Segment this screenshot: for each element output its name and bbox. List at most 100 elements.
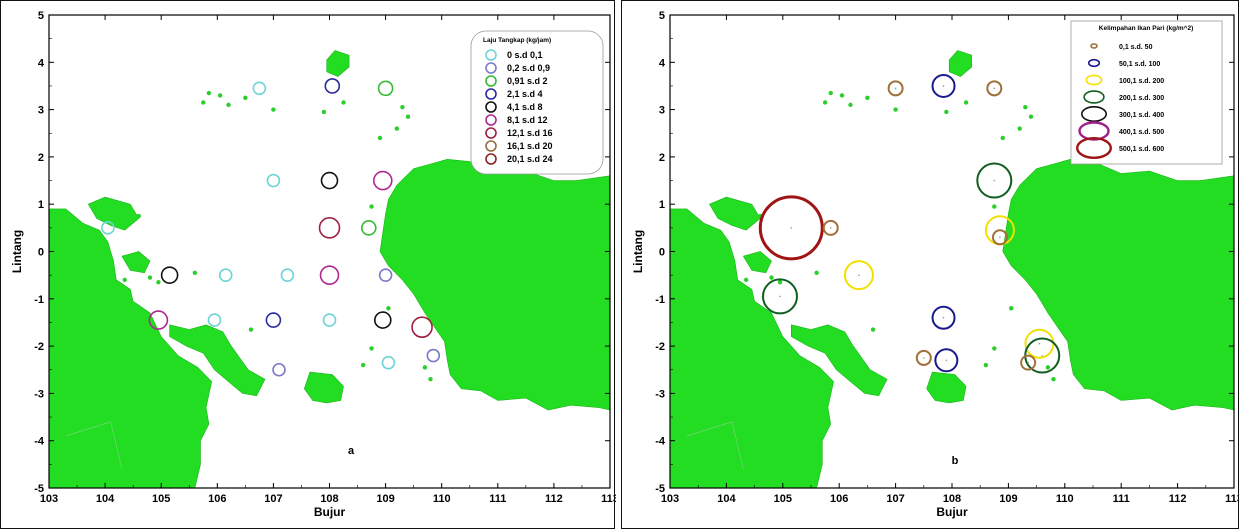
station-marker — [373, 311, 392, 329]
station-center-point — [942, 316, 945, 319]
station-marker — [101, 221, 115, 235]
y-tick-label: 5 — [38, 10, 44, 22]
legend-label: 200,1 s.d. 300 — [1119, 95, 1164, 102]
small-island — [822, 100, 828, 105]
y-tick-label: -5 — [34, 483, 44, 495]
legend-box — [470, 30, 604, 175]
small-island — [1051, 377, 1056, 382]
landmass — [87, 196, 140, 231]
station-marker — [378, 268, 393, 282]
small-island — [321, 109, 327, 115]
legend-swatch — [485, 153, 497, 165]
station-center-point — [790, 227, 793, 229]
x-tick-label: 112 — [545, 493, 563, 505]
station-marker — [318, 217, 341, 239]
station-center-point — [993, 87, 996, 90]
station-marker — [411, 316, 433, 338]
x-tick-label: 110 — [1056, 493, 1074, 505]
y-tick-label: -1 — [655, 294, 665, 306]
x-tick-label: 105 — [152, 493, 170, 505]
small-island — [405, 114, 411, 119]
legend-swatch — [485, 62, 497, 74]
y-tick-label: 2 — [38, 152, 44, 164]
small-island — [828, 90, 833, 96]
station-marker — [991, 229, 1008, 246]
y-tick-label: -3 — [655, 388, 665, 400]
legend-swatch — [485, 88, 497, 100]
station-marker — [218, 268, 233, 282]
small-island — [369, 204, 374, 209]
legend-box — [1070, 20, 1223, 165]
x-tick-label: 112 — [1169, 493, 1187, 505]
small-island — [743, 277, 749, 283]
station-marker — [377, 80, 394, 97]
station-marker — [320, 171, 339, 190]
small-island — [944, 109, 949, 115]
small-island — [1045, 365, 1051, 370]
y-tick-label: 5 — [659, 10, 665, 22]
landmass-layer — [49, 15, 610, 488]
small-island — [201, 100, 206, 105]
legend-swatch — [1076, 136, 1113, 159]
small-island — [992, 346, 997, 351]
legend-swatch — [485, 101, 497, 113]
small-island — [814, 270, 819, 275]
x-tick-label: 110 — [433, 493, 451, 505]
y-tick-label: -4 — [655, 436, 666, 448]
small-island — [243, 95, 248, 100]
station-marker — [915, 349, 932, 366]
y-axis-title: Lintang — [10, 230, 24, 273]
legend-label: 400,1 s.d. 500 — [1119, 129, 1164, 136]
station-marker — [843, 260, 874, 291]
station-layer — [758, 73, 1061, 374]
small-island — [1000, 135, 1005, 141]
x-axis-title: Bujur — [936, 505, 968, 519]
small-island — [422, 365, 428, 370]
station-marker — [372, 170, 393, 191]
legend-label: 300,1 s.d. 400 — [1119, 112, 1164, 119]
y-tick-label: -3 — [34, 388, 44, 400]
small-island — [983, 362, 989, 368]
legend-swatch — [485, 75, 497, 87]
station-marker — [252, 81, 267, 96]
station-center-point — [999, 236, 1001, 239]
x-tick-label: 109 — [376, 493, 394, 505]
station-marker — [761, 278, 798, 315]
y-tick-label: -1 — [34, 294, 44, 306]
landmass — [742, 251, 772, 274]
y-tick-label: 2 — [659, 152, 665, 164]
station-layer — [101, 78, 441, 377]
landmass — [49, 208, 213, 488]
legend: Laju Tangkap (kg/jam) 0 s.d 0,1 0,2 s.d 0,… — [470, 30, 604, 175]
station-center-point — [829, 227, 832, 229]
legend-swatch — [485, 49, 497, 61]
legend-label: 100,1 s.d. 200 — [1119, 78, 1164, 85]
legend-swatch — [1087, 58, 1101, 68]
y-tick-label: 4 — [659, 57, 666, 69]
station-marker — [148, 310, 169, 330]
x-tick-label: 104 — [96, 493, 115, 505]
small-island — [122, 277, 127, 283]
landmass — [121, 251, 151, 274]
small-island — [271, 107, 276, 112]
legend-label: 0 s.d 0,1 — [507, 50, 543, 60]
legend-swatch — [485, 140, 497, 152]
legend-label: 500,1 s.d. 600 — [1119, 146, 1164, 153]
station-center-point — [945, 359, 948, 362]
x-tick-label: 113 — [1225, 493, 1239, 505]
small-island — [226, 102, 231, 108]
small-island — [777, 280, 783, 285]
station-marker — [931, 73, 956, 98]
station-marker — [272, 362, 286, 377]
station-marker — [887, 80, 904, 97]
small-island — [400, 105, 405, 110]
small-island — [341, 100, 346, 105]
x-tick-label: 106 — [208, 493, 226, 505]
legend-swatch — [485, 114, 497, 126]
small-island — [206, 90, 212, 96]
small-island — [893, 107, 898, 112]
y-tick-label: -2 — [34, 341, 44, 353]
province-boundary — [686, 421, 744, 470]
x-tick-label: 113 — [601, 493, 616, 505]
legend-swatch — [1083, 90, 1105, 104]
